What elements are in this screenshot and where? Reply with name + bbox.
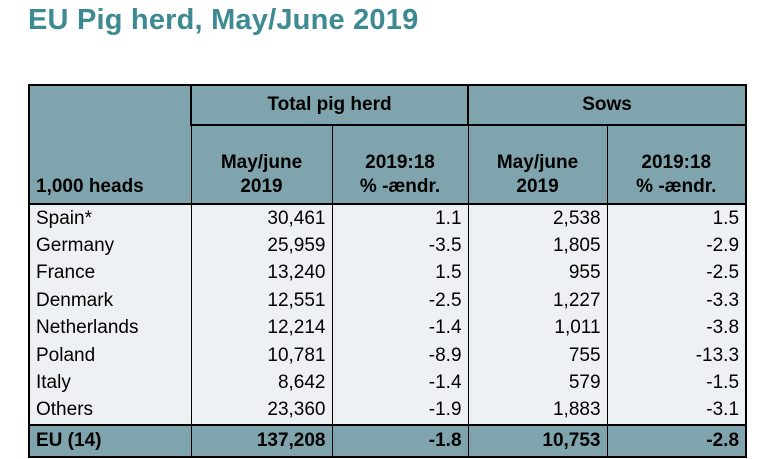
group-header-sows: Sows xyxy=(467,84,748,126)
table-cell: 25,959 xyxy=(190,232,333,260)
table-row: Germany 25,959 -3.5 1,805 -2.9 xyxy=(28,232,748,260)
table-cell: 1,805 xyxy=(467,232,608,260)
table-cell: -2.5 xyxy=(331,287,469,315)
table-cell: -1.4 xyxy=(331,369,469,397)
table-cell: -3.3 xyxy=(606,287,748,315)
column-header: May/june 2019 xyxy=(190,125,333,205)
table-cell: 579 xyxy=(467,369,608,397)
table-cell: 2,538 xyxy=(467,204,608,233)
table-cell: 8,642 xyxy=(190,369,333,397)
row-label: Spain* xyxy=(28,204,192,233)
table-cell: -1.4 xyxy=(331,314,469,342)
table-cell: 1.1 xyxy=(331,204,469,233)
table-row: Spain* 30,461 1.1 2,538 1.5 xyxy=(28,204,748,233)
table-cell: 10,781 xyxy=(190,341,333,370)
table-cell: 30,461 xyxy=(190,204,333,233)
header-corner xyxy=(28,84,192,125)
column-header: 2019:18% -ændr. xyxy=(606,125,748,205)
table-row: Denmark 12,551 -2.5 1,227 -3.3 xyxy=(28,287,748,315)
row-label: Germany xyxy=(28,232,192,260)
table-cell: -3.5 xyxy=(331,232,469,260)
row-label: Denmark xyxy=(28,287,192,315)
units-label: 1,000 heads xyxy=(28,125,192,205)
table-cell: -8.9 xyxy=(331,341,469,370)
row-label: Italy xyxy=(28,369,192,397)
row-label: Poland xyxy=(28,341,192,370)
table-cell: 12,551 xyxy=(190,287,333,315)
row-label: France xyxy=(28,259,192,288)
table-row: Poland 10,781 -8.9 755 -13.3 xyxy=(28,341,748,370)
table-cell: 1.5 xyxy=(331,259,469,288)
table-cell: -1.9 xyxy=(331,396,469,426)
table-row: Others 23,360 -1.9 1,883 -3.1 xyxy=(28,396,748,426)
table-cell: -3.8 xyxy=(606,314,748,342)
table-cell: -2.9 xyxy=(606,232,748,260)
table-cell: -1.8 xyxy=(331,424,469,459)
table-row: France 13,240 1.5 955 -2.5 xyxy=(28,259,748,288)
table-cell: -13.3 xyxy=(606,341,748,370)
row-label: EU (14) xyxy=(28,424,192,459)
table-body: Spain* 30,461 1.1 2,538 1.5 Germany 25,959 -3.5… xyxy=(28,204,748,459)
table-row: Netherlands 12,214 -1.4 1,011 -3.8 xyxy=(28,314,748,342)
total-row: EU (14) 137,208 -1.8 10,753 -2.8 xyxy=(28,424,748,459)
column-header: May/june 2019 xyxy=(467,125,608,205)
table-row: Italy 8,642 -1.4 579 -1.5 xyxy=(28,369,748,397)
table-cell: 955 xyxy=(467,259,608,288)
pig-herd-table: Total pig herd Sows 1,000 heads May/june… xyxy=(28,84,748,459)
row-label: Netherlands xyxy=(28,314,192,342)
table-cell: -2.8 xyxy=(606,424,748,459)
chart-title: EU Pig herd, May/June 2019 xyxy=(28,4,419,36)
table-cell: 1,227 xyxy=(467,287,608,315)
table-cell: 12,214 xyxy=(190,314,333,342)
table-cell: -3.1 xyxy=(606,396,748,426)
table-cell: -2.5 xyxy=(606,259,748,288)
table-cell: -1.5 xyxy=(606,369,748,397)
table-cell: 1,011 xyxy=(467,314,608,342)
table-cell: 137,208 xyxy=(190,424,333,459)
group-header-total-pig-herd: Total pig herd xyxy=(189,84,470,126)
table-cell: 755 xyxy=(467,341,608,370)
table-cell: 10,753 xyxy=(467,424,608,459)
row-label: Others xyxy=(28,396,192,426)
table-cell: 23,360 xyxy=(190,396,333,426)
column-header: 2019:18% -ændr. xyxy=(331,125,469,205)
table-cell: 1,883 xyxy=(467,396,608,426)
table-cell: 1.5 xyxy=(606,204,748,233)
table-cell: 13,240 xyxy=(190,259,333,288)
